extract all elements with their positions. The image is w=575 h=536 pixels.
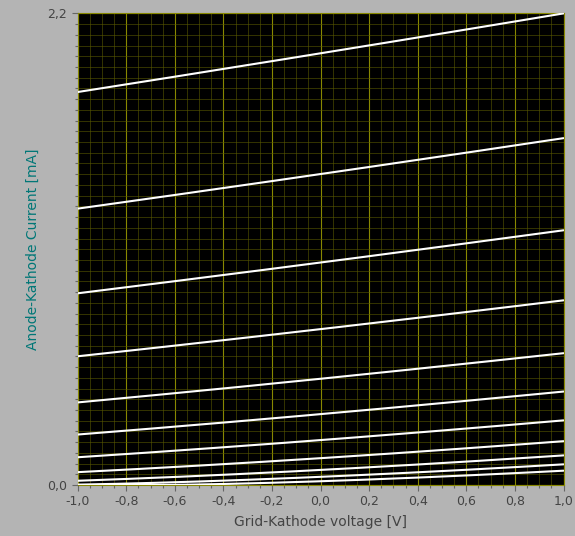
Y-axis label: Anode-Kathode Current [mA]: Anode-Kathode Current [mA] — [26, 148, 40, 350]
X-axis label: Grid-Kathode voltage [V]: Grid-Kathode voltage [V] — [234, 516, 407, 530]
